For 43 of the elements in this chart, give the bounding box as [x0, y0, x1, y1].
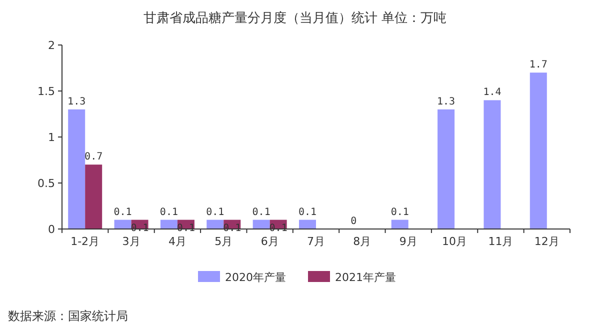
data-label: 1.4 [483, 87, 502, 98]
x-tick-label: 9月 [399, 235, 418, 248]
data-label: 0.1 [206, 206, 224, 218]
bar [85, 164, 102, 229]
bar [299, 220, 316, 229]
data-label: 0.1 [252, 206, 270, 218]
legend-label: 2020年产量 [225, 271, 286, 284]
data-label: 0.1 [390, 206, 409, 218]
data-label: 0.1 [298, 206, 317, 218]
bar [114, 220, 132, 229]
bar [530, 72, 547, 229]
data-label: 1.7 [529, 60, 548, 71]
data-label: 0.7 [84, 152, 103, 163]
bar [484, 100, 501, 229]
x-tick-label: 7月 [307, 235, 325, 248]
x-tick-label: 4月 [168, 235, 186, 248]
chart-title: 甘肃省成品糖产量分月度（当月值）统计 单位：万吨 [143, 10, 447, 26]
y-tick-label: 1 [48, 131, 55, 144]
source-note: 数据来源：国家统计局 [8, 309, 128, 323]
y-tick-label: 1.5 [38, 85, 55, 98]
bar [391, 220, 408, 229]
bar [68, 109, 86, 229]
bar [252, 220, 270, 229]
y-tick-label: 0.5 [38, 177, 55, 190]
x-tick-label: 10月 [442, 235, 468, 248]
data-label: 1.3 [437, 96, 456, 108]
bar [438, 109, 455, 229]
x-tick-label: 1-2月 [70, 235, 100, 248]
x-tick-label: 12月 [534, 235, 560, 248]
legend-label: 2021年产量 [335, 271, 396, 284]
x-tick-label: 11月 [488, 235, 514, 248]
x-tick-label: 8月 [353, 235, 372, 248]
x-tick-label: 5月 [214, 235, 233, 248]
y-tick-label: 0 [48, 223, 55, 236]
bar [206, 220, 224, 229]
data-label: 0 [350, 216, 357, 227]
data-label: 0.1 [160, 206, 178, 218]
x-tick-label: 6月 [260, 235, 279, 248]
data-label: 1.3 [68, 96, 86, 108]
y-tick-label: 2 [48, 39, 55, 52]
bar [160, 220, 178, 229]
data-label: 0.1 [114, 206, 132, 218]
x-tick-label: 3月 [122, 235, 140, 248]
